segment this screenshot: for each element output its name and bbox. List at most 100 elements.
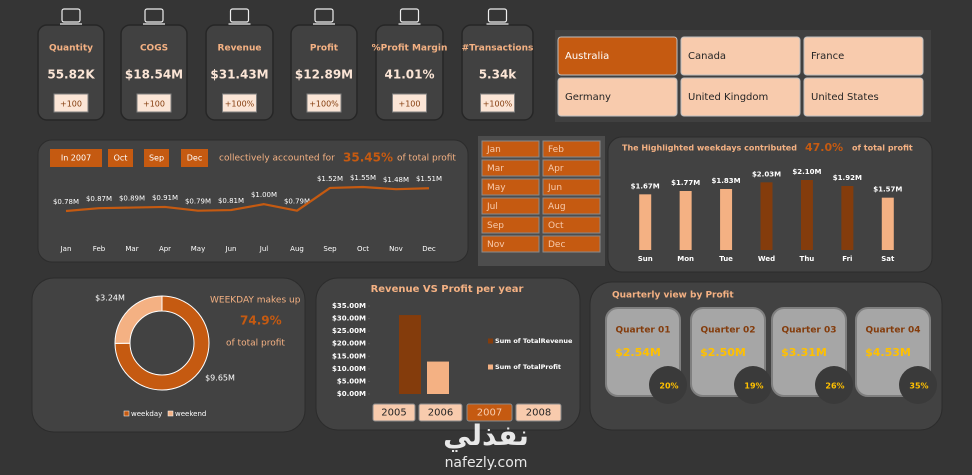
chart-title: Revenue VS Profit per year (371, 284, 524, 295)
x-tick-label: Jul (259, 245, 269, 253)
quarter-share: 19% (744, 382, 763, 391)
country-button[interactable] (680, 77, 801, 117)
kpi-value: $31.43M (210, 68, 268, 82)
x-tick-label: Dec (422, 245, 436, 253)
country-button[interactable] (803, 77, 924, 117)
country-label: Australia (565, 51, 609, 62)
chart-title: The Highlighted weekdays contributed (622, 144, 797, 153)
quarter-badge (899, 366, 937, 404)
quarter-label: Quarter 01 (615, 326, 670, 336)
legend-label: weekend (175, 410, 206, 418)
country-label: France (811, 51, 844, 62)
month-label: Oct (548, 221, 564, 231)
month-button[interactable] (481, 178, 540, 196)
country-button[interactable] (557, 77, 678, 117)
bar (720, 189, 733, 250)
kpi-value: $18.54M (125, 68, 183, 82)
kpi-label: Profit (310, 44, 339, 54)
header-tag (108, 149, 133, 167)
x-tick-label: Feb (93, 245, 106, 253)
month-button[interactable] (542, 197, 601, 215)
country-button[interactable] (803, 36, 924, 76)
country-button[interactable] (557, 36, 678, 76)
kpi-icon (399, 8, 420, 23)
month-button[interactable] (481, 140, 540, 158)
panel (315, 277, 581, 431)
bar (399, 315, 421, 394)
quarter-share: 20% (659, 382, 678, 391)
x-tick-label: Fri (842, 255, 852, 263)
kpi-change: +100% (309, 100, 339, 109)
kpi-value: 55.82K (47, 68, 95, 82)
year-button[interactable] (418, 403, 463, 422)
year-button[interactable] (372, 403, 416, 422)
y-tick-label: $35.00M (332, 302, 366, 310)
kpi-badge (306, 93, 342, 113)
data-label: $1.00M (251, 191, 277, 199)
y-tick-label: $0.00M (337, 390, 366, 398)
header-tag (50, 149, 102, 167)
x-tick-label: Sat (881, 255, 895, 263)
data-label: $1.52M (317, 175, 343, 183)
quarter-label: Quarter 02 (700, 326, 755, 336)
quarter-value: $2.54M (615, 346, 661, 359)
legend-swatch (488, 364, 493, 370)
kpi-card (461, 24, 534, 121)
country-button[interactable] (680, 36, 801, 76)
kpi-icon (487, 8, 508, 23)
kpi-value: 41.01% (385, 68, 435, 82)
bar (841, 186, 854, 250)
y-tick-label: $30.00M (332, 315, 366, 323)
annotation-value: 47.0% (805, 141, 843, 154)
country-label: Germany (565, 92, 611, 103)
x-tick-label: Wed (758, 255, 775, 263)
data-label: $3.24M (95, 294, 125, 303)
kpi-badge (53, 93, 89, 113)
donut-slice (114, 295, 210, 391)
watermark-url: nafezly.com (445, 455, 528, 471)
data-label: $1.55M (350, 174, 376, 182)
data-label: $0.87M (86, 195, 112, 203)
kpi-value: 5.34k (479, 68, 518, 82)
month-label: Aug (548, 202, 566, 212)
data-label: $0.81M (218, 197, 244, 205)
kpi-change: +100 (143, 100, 165, 109)
x-tick-label: Mon (677, 255, 694, 263)
kpi-label: COGS (140, 44, 168, 54)
kpi-change: +100% (483, 100, 513, 109)
legend-swatch (167, 410, 174, 417)
y-tick-label: $10.00M (332, 365, 366, 373)
country-label: Canada (688, 51, 726, 62)
month-button[interactable] (481, 197, 540, 215)
data-label: $2.10M (792, 168, 821, 176)
month-button[interactable] (481, 235, 540, 253)
bar (760, 182, 773, 250)
kpi-badge (136, 93, 172, 113)
month-button[interactable] (481, 216, 540, 234)
annotation-value: 74.9% (240, 314, 282, 328)
x-tick-label: Mar (125, 245, 138, 253)
year-button[interactable] (466, 403, 513, 422)
month-label: Jul (486, 202, 498, 212)
annotation-text: collectively accounted for (219, 154, 335, 164)
month-button[interactable] (481, 159, 540, 177)
month-button[interactable] (542, 216, 601, 234)
bar (679, 191, 692, 250)
quarter-share: 35% (909, 382, 928, 391)
month-button[interactable] (542, 178, 601, 196)
month-button[interactable] (542, 235, 601, 253)
bar (800, 180, 813, 250)
data-label: $0.91M (152, 194, 178, 202)
kpi-icon (144, 8, 164, 23)
year-button[interactable] (515, 403, 562, 422)
data-label: $1.77M (671, 179, 700, 187)
data-label: $9.65M (205, 374, 235, 383)
month-button[interactable] (542, 140, 601, 158)
month-label: Dec (548, 240, 565, 250)
kpi-icon (61, 8, 81, 23)
month-button[interactable] (542, 159, 601, 177)
kpi-icon (229, 8, 250, 23)
x-tick-label: Sun (638, 255, 653, 263)
